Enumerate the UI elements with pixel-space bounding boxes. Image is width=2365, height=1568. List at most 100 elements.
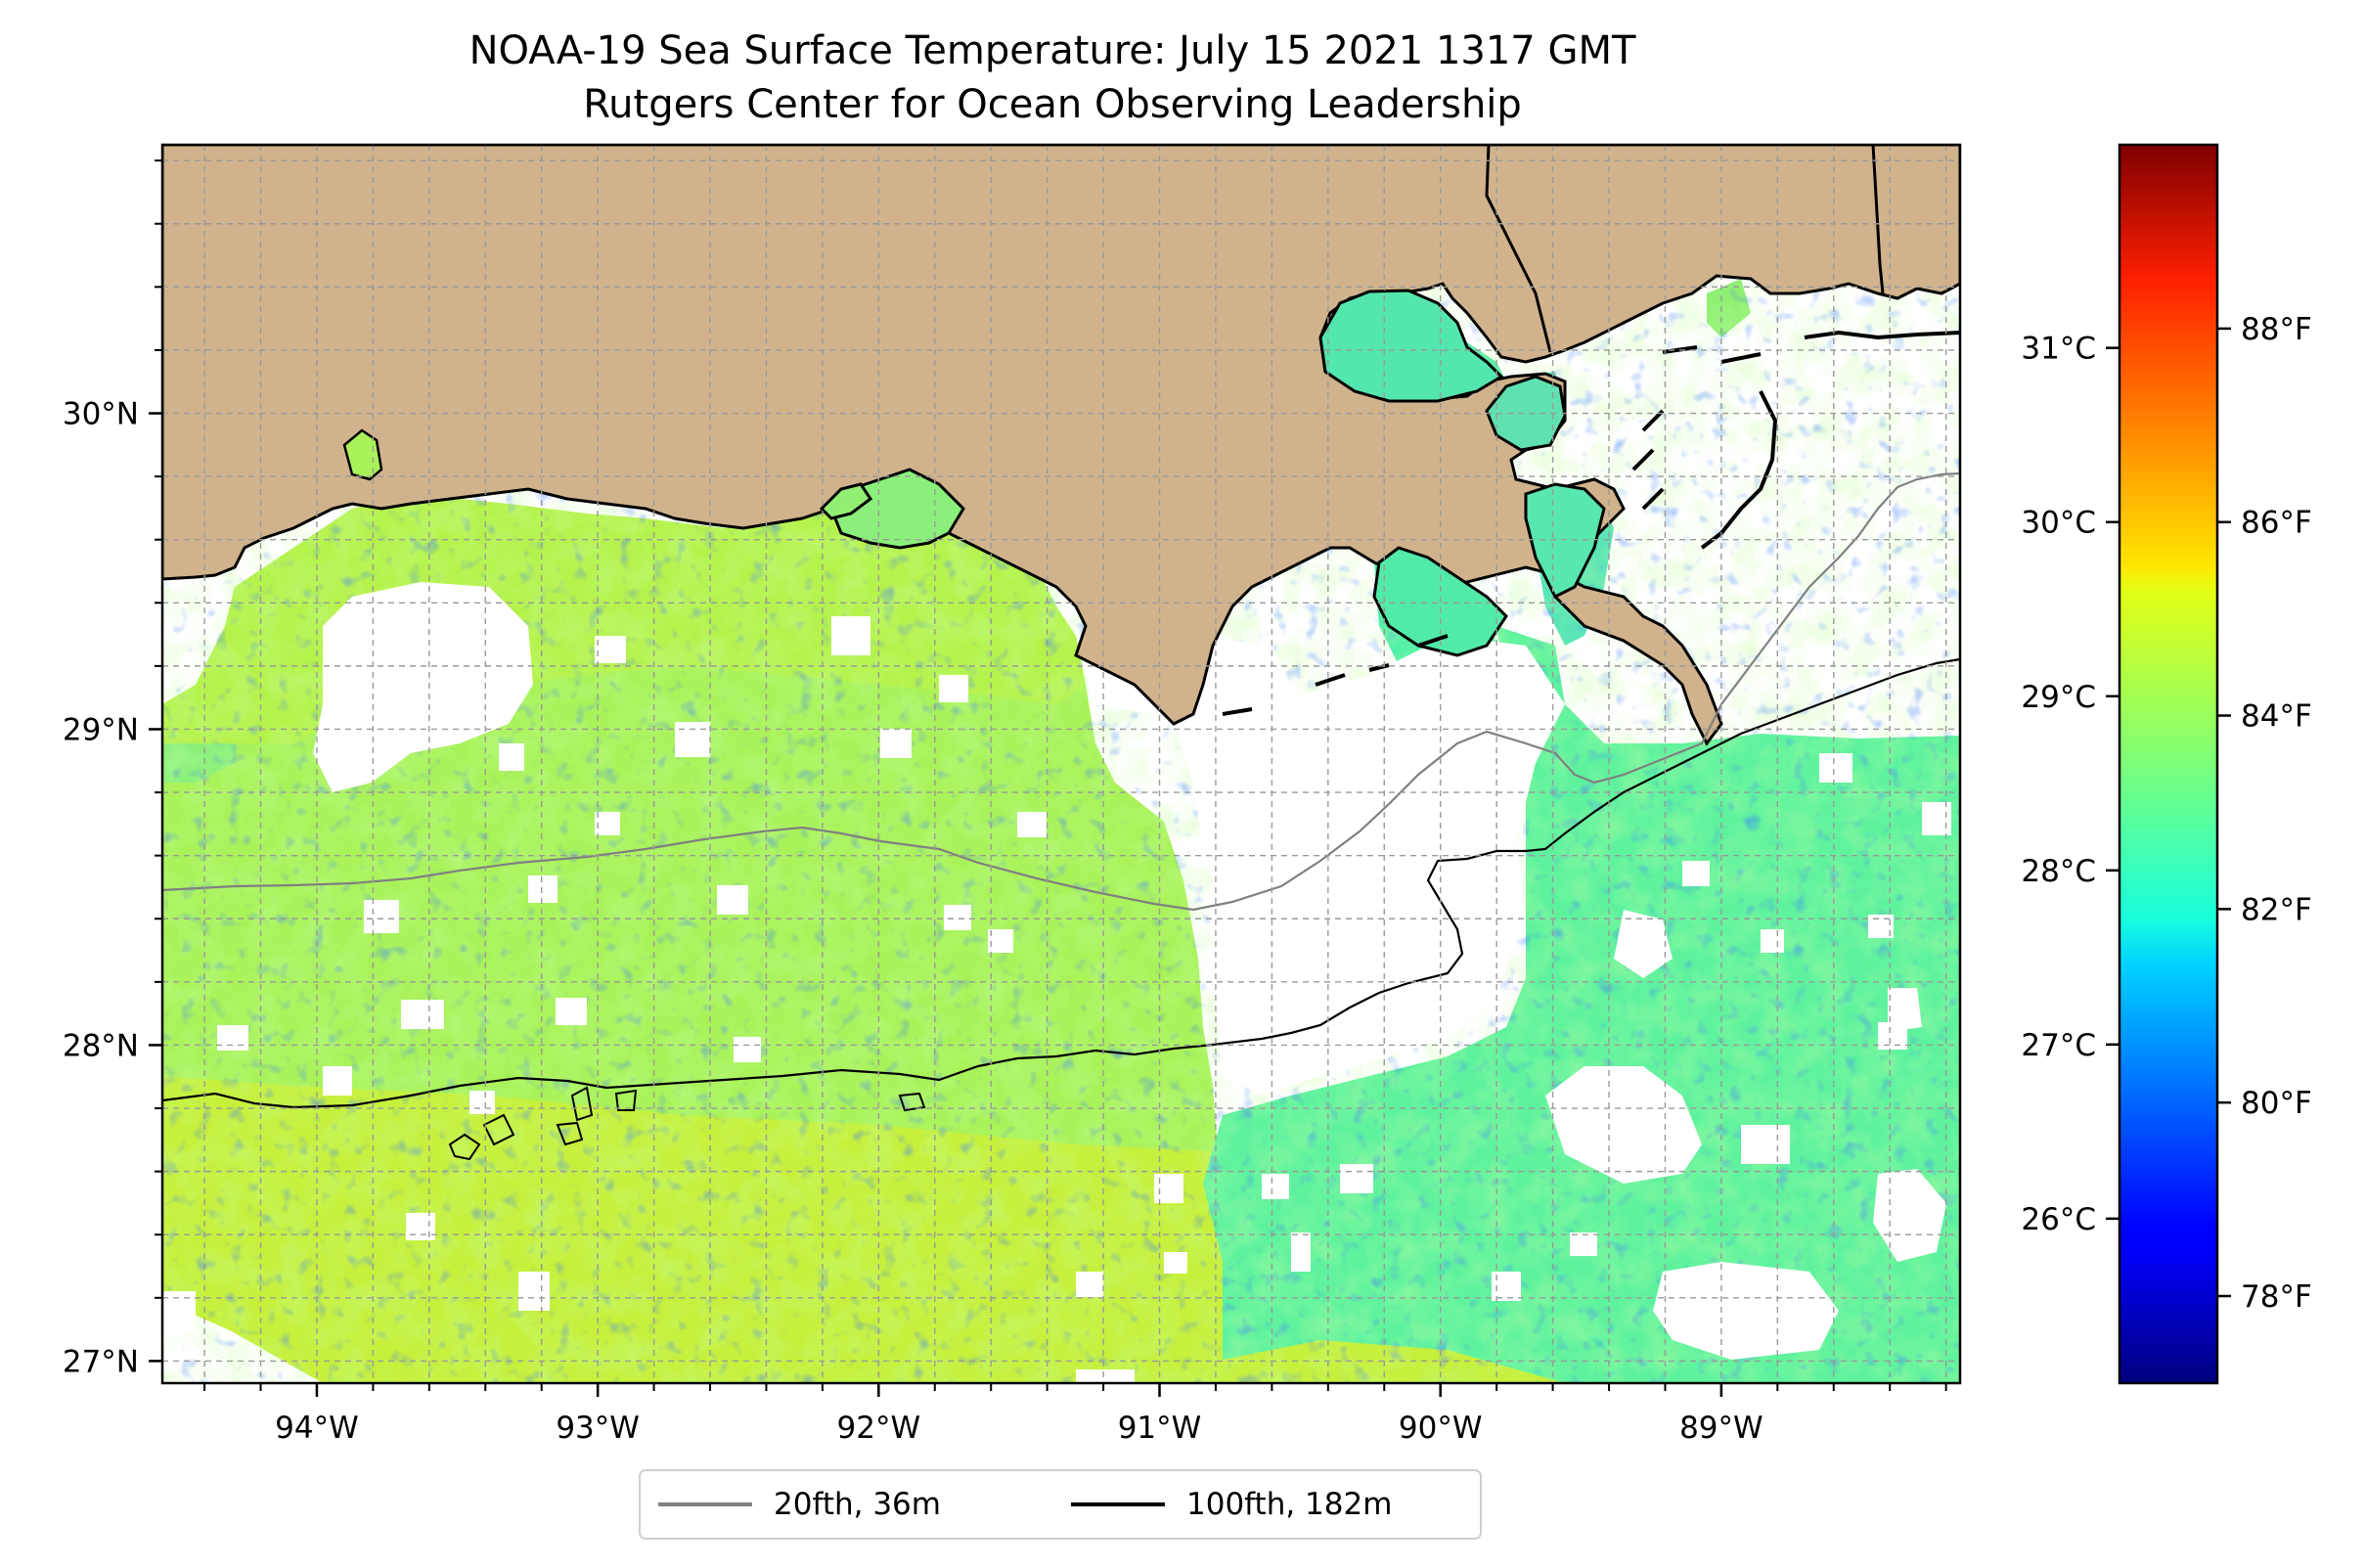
cloud-gap-45 [1878,1022,1907,1050]
cloud-gap-31 [1340,1164,1373,1193]
cloud-gap-33 [1164,1252,1187,1274]
bank-6 [898,1092,926,1112]
cloud-gap-34 [1076,1369,1135,1383]
cloud-gap-13 [401,1000,444,1029]
cloud-gap-40 [1819,753,1852,783]
title-line-2: Rutgers Center for Ocean Observing Leade… [583,82,1522,127]
bank-5 [614,1089,638,1111]
colorbar-fahrenheit-ticks: 78°F 80°F 82°F 84°F 86°F 88°F [2217,312,2312,1315]
cloud-gap-16 [675,722,710,757]
cloud-gap-4 [1545,1066,1702,1184]
cloud-gap-37 [1076,1272,1103,1297]
map-panel [162,145,1960,1383]
colorbar-f-tick-label: 84°F [2241,699,2312,735]
bank-4 [556,1121,584,1146]
title-line-1: NOAA-19 Sea Surface Temperature: July 15… [469,28,1636,73]
cloud-gap-1 [313,582,533,792]
cloud-gap-12 [364,900,399,933]
cloud-gap-39 [1570,1232,1597,1256]
legend: 20fth, 36m 100fth, 182m [639,1469,1482,1540]
cloud-gap-29 [1154,1174,1183,1203]
cloud-gap-8 [162,1291,196,1340]
longitude-axis: 94°W 93°W 92°W 91°W 90°W 89°W [275,1383,1763,1446]
bank-2 [482,1113,515,1146]
lon-tick-label: 91°W [1118,1411,1202,1446]
bank-1 [448,1133,481,1161]
vermilion-bay [819,482,873,520]
cloud-gap-15 [595,636,626,663]
colorbar-gradient [2118,143,2219,1385]
cloud-gap-18 [556,998,587,1025]
colorbar-c-tick-label: 27°C [2021,1028,2096,1063]
isobath-20fth [162,471,1960,912]
colorbar-c-tick-label: 31°C [2021,332,2096,367]
legend-swatch-100fth [1071,1502,1165,1506]
colorbar-c-tick-label: 26°C [2021,1202,2096,1237]
barrier-island-1 [1804,330,1960,340]
cloud-gap-32 [1291,1232,1311,1272]
legend-item-100fth: 100fth, 182m [1071,1471,1392,1538]
cloud-gap-23 [831,616,870,655]
barrier-islands [1222,330,1960,716]
cloud-gap-25 [939,675,968,702]
minor-ticks [155,159,1947,1391]
isobath-100fth-banks [448,1086,926,1161]
lake-borgne-outline [1485,375,1567,452]
latitude-axis: 27°N 28°N 29°N 30°N [63,397,162,1379]
cloud-gap-41 [1922,802,1951,835]
cloud-gap-28 [1017,812,1047,837]
cloud-gap-7 [1873,1169,1946,1262]
colorbar: 26°C 27°C 28°C 29°C 30°C 31°C 78°F 80°F 82°F 84°… [2021,143,2312,1385]
cloud-gap-14 [595,812,620,835]
lat-tick-label: 30°N [63,397,139,432]
cloud-gap-17 [717,885,748,915]
cloud-gap-20 [528,875,558,903]
cloud-gap-5 [1614,910,1673,978]
cloud-gap-19 [734,1037,761,1062]
land-area [162,145,1960,746]
lon-tick-label: 93°W [556,1411,640,1446]
isobath-100fth [162,657,1960,1109]
state-boundary [1485,145,1885,353]
cloud-gap-22 [323,1066,352,1096]
lake-maurepas-outline [1318,289,1504,403]
colorbar-f-tick-label: 80°F [2241,1086,2312,1121]
cloud-gap-24 [880,729,912,758]
barrier-island-4 [1631,409,1665,511]
colorbar-c-tick-label: 28°C [2021,854,2096,889]
lon-tick-label: 89°W [1679,1411,1763,1446]
lat-tick-label: 29°N [63,712,139,747]
lat-tick-label: 27°N [63,1344,139,1379]
legend-label-100fth: 100fth, 182m [1186,1487,1393,1522]
cloud-gap-30 [1262,1174,1289,1199]
cloud-gap-27 [988,929,1013,953]
map-frame [160,143,1962,1385]
legend-label-20fth: 20fth, 36m [774,1487,941,1522]
cloud-gap-36 [406,1213,435,1240]
legend-swatch-20fth [658,1502,752,1506]
lon-tick-label: 90°W [1399,1411,1483,1446]
cloud-gap-10 [1741,1125,1790,1164]
colorbar-c-tick-label: 29°C [2021,680,2096,715]
cloud-gap-9 [1888,988,1922,1032]
lon-tick-label: 92°W [837,1411,921,1446]
barrier-island-5 [1315,663,1390,687]
cloud-gap-43 [1761,929,1784,953]
cloud-gap-6 [1653,1262,1839,1360]
legend-item-20fth: 20fth, 36m [658,1471,941,1538]
colorbar-c-tick-label: 30°C [2021,506,2096,541]
cloud-gap-21 [469,1091,495,1114]
cloud-gap-35 [518,1272,550,1311]
cloud-gap-46 [499,743,524,771]
calcasieu-lake [342,428,383,481]
colorbar-f-tick-label: 86°F [2241,506,2312,541]
lon-tick-label: 94°W [275,1411,359,1446]
cloud-gap-11 [217,1025,248,1051]
barataria-marsh [1524,482,1606,600]
barrier-island-6 [1222,634,1449,716]
colorbar-f-tick-label: 82°F [2241,892,2312,927]
colorbar-f-tick-label: 78°F [2241,1279,2312,1315]
gridlines [162,145,1960,1383]
colorbar-f-tick-label: 88°F [2241,312,2312,347]
